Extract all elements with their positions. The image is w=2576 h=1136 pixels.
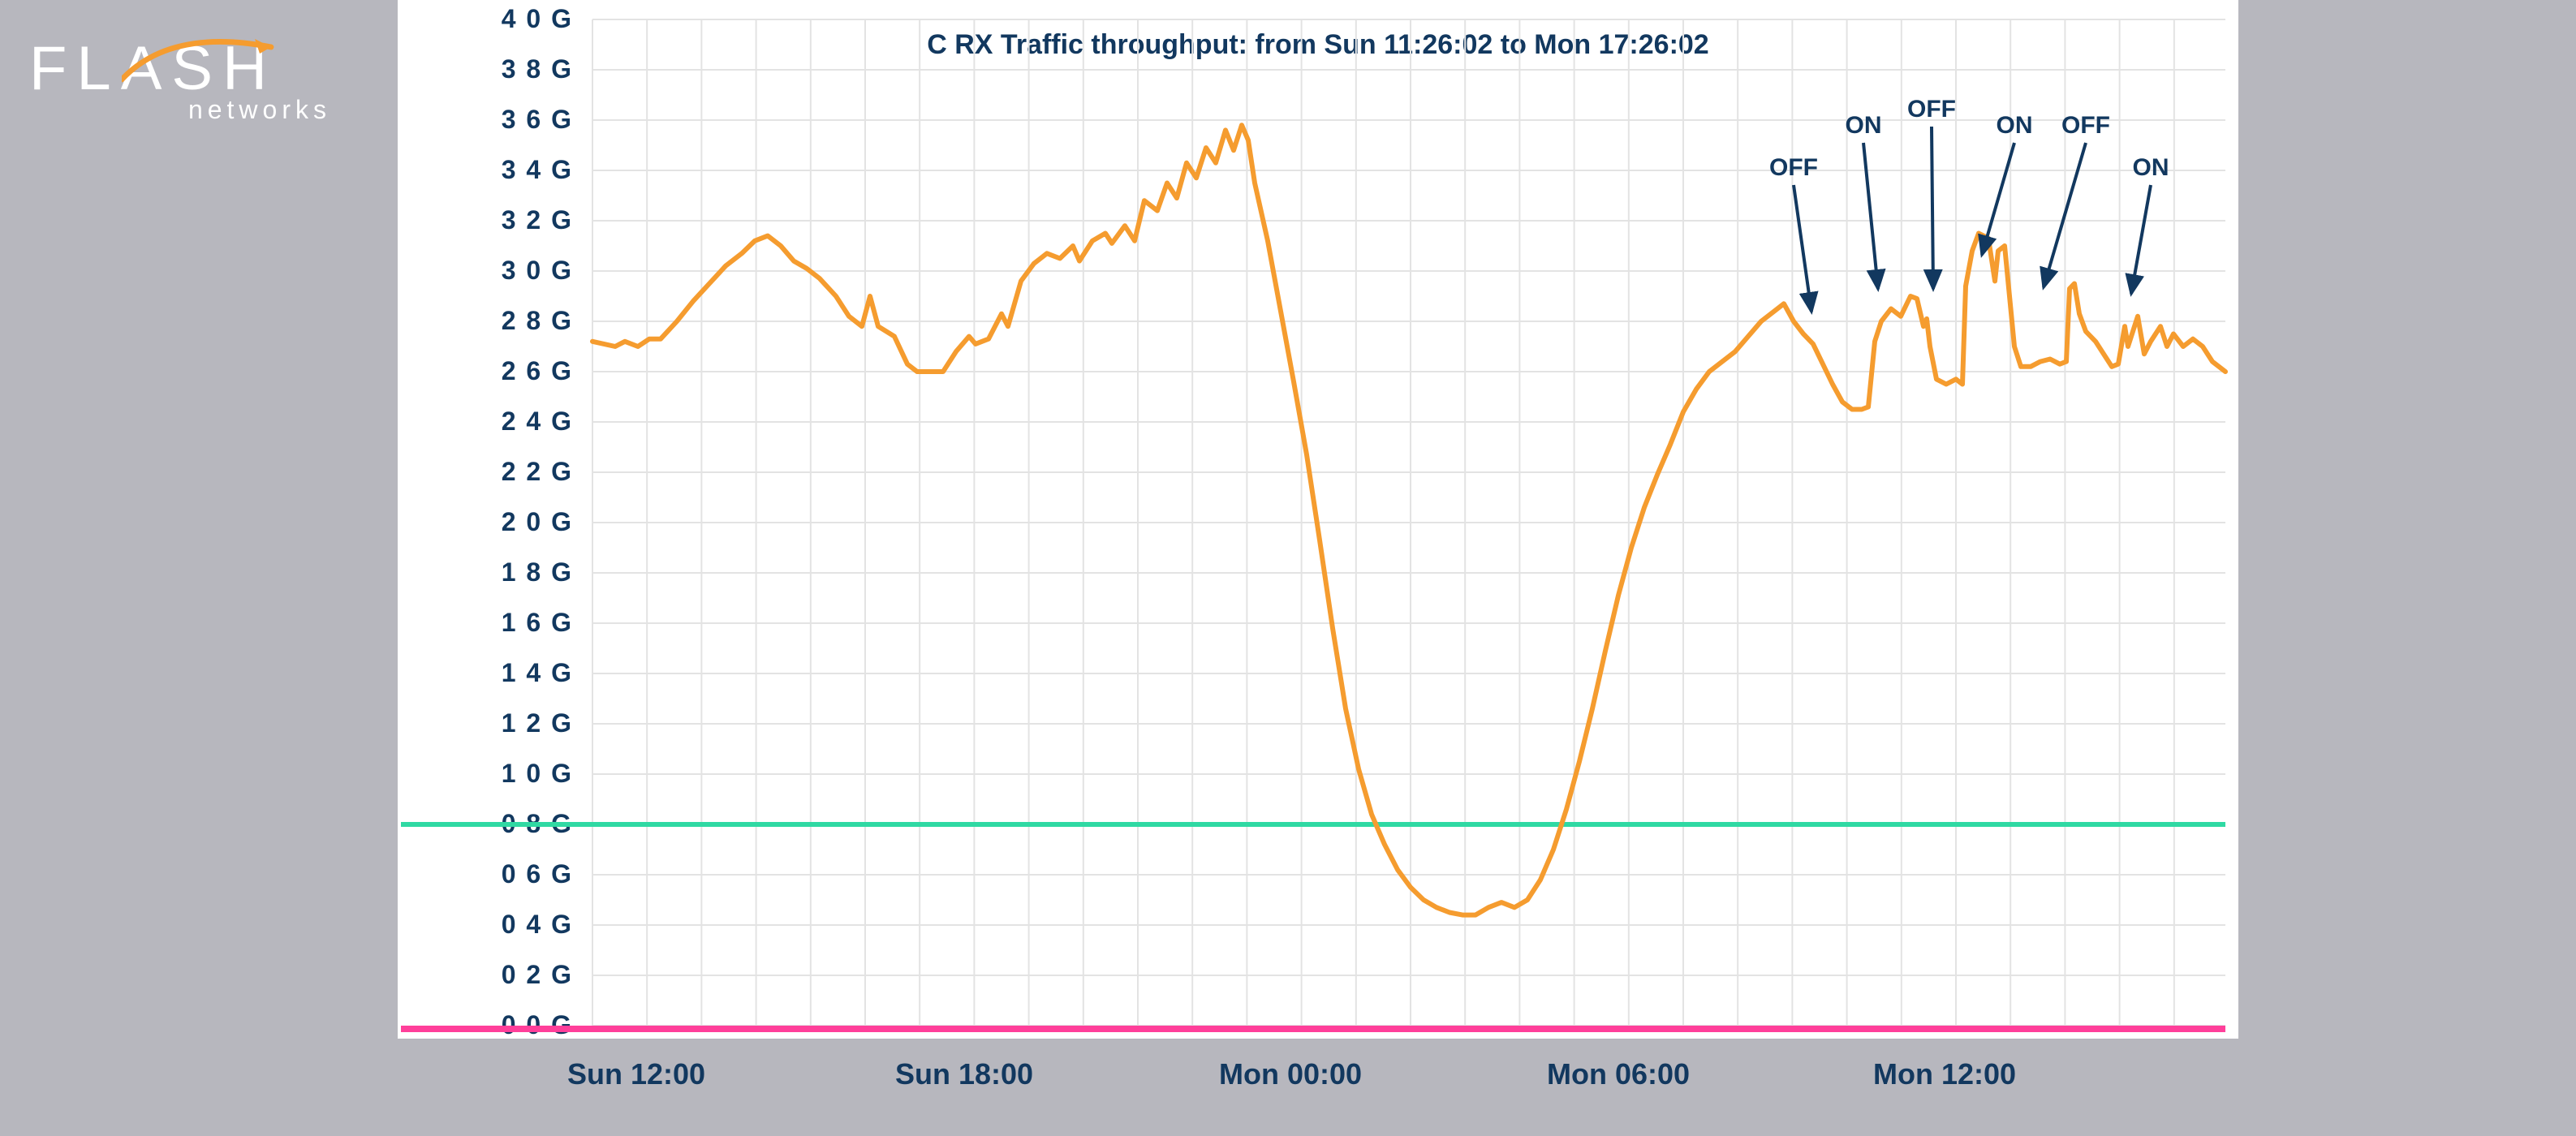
annotation-label: ON [1846,112,1882,139]
y-tick-label: 3 0 G [502,256,573,285]
annotation-label: OFF [2061,112,2110,139]
annotation-arrow [1794,185,1811,312]
y-tick-label: 2 4 G [502,407,573,436]
y-tick-label: 0 6 G [502,859,573,889]
x-tick-label: Mon 00:00 [1219,1057,1362,1091]
annotation-label: ON [1997,112,2033,139]
annotation-label: ON [2133,154,2169,181]
x-tick-label: Mon 12:00 [1873,1057,2016,1091]
annotation-arrow [1932,127,1933,289]
traffic-line-chart: 0 0 G0 2 G0 4 G0 6 G0 8 G1 0 G1 2 G1 4 G… [398,0,2238,1136]
logo-swoosh-icon [122,37,274,86]
traffic-chart-card: C RX Traffic throughput: from Sun 11:26:… [398,0,2238,1039]
annotation-arrow [1863,143,1878,289]
y-tick-label: 1 8 G [502,557,573,587]
y-tick-label: 0 0 G [502,1010,573,1039]
flash-networks-logo: FLASH networks [29,39,338,127]
y-tick-label: 2 6 G [502,356,573,385]
x-tick-label: Mon 06:00 [1547,1057,1690,1091]
y-tick-label: 0 2 G [502,960,573,989]
x-tick-label: Sun 12:00 [567,1057,705,1091]
y-tick-label: 0 4 G [502,910,573,939]
y-tick-label: 3 8 G [502,54,573,84]
y-tick-label: 3 4 G [502,155,573,184]
y-tick-label: 1 0 G [502,759,573,788]
y-tick-label: 1 6 G [502,608,573,637]
annotation-label: OFF [1769,154,1818,181]
y-tick-label: 1 4 G [502,658,573,687]
y-tick-label: 4 0 G [502,4,573,33]
y-tick-label: 3 6 G [502,105,573,134]
y-tick-label: 3 2 G [502,205,573,235]
y-tick-label: 2 0 G [502,507,573,536]
y-tick-label: 2 8 G [502,306,573,335]
y-tick-label: 2 2 G [502,457,573,486]
annotation-arrow [2131,185,2151,294]
annotation-label: OFF [1907,96,1956,123]
y-tick-label: 1 2 G [502,708,573,738]
x-tick-label: Sun 18:00 [895,1057,1033,1091]
annotation-arrow [1982,143,2014,255]
throughput-series [592,125,2225,914]
